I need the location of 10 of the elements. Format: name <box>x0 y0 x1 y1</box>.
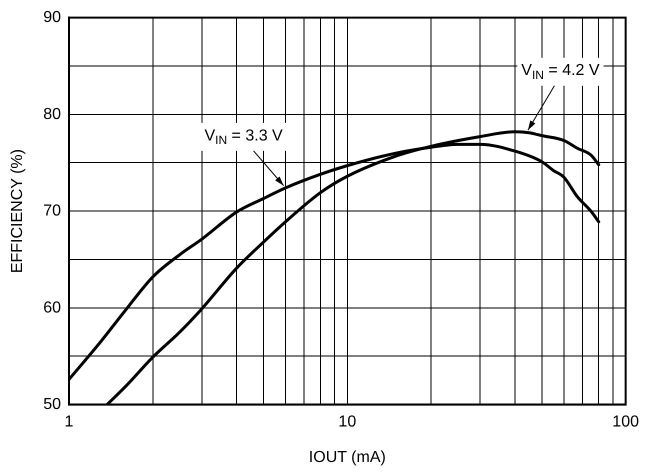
x-axis-title: IOUT (mA) <box>308 448 386 466</box>
y-tick-label: 80 <box>43 106 62 123</box>
y-tick-label: 70 <box>43 202 62 220</box>
x-tick-label: 10 <box>338 414 356 431</box>
x-tick-label: 1 <box>64 414 74 431</box>
x-tick-label: 100 <box>612 414 640 431</box>
y-tick-label: 90 <box>43 9 62 26</box>
y-axis-title: EFFICIENCY (%) <box>9 149 26 274</box>
y-tick-label: 60 <box>43 299 62 316</box>
y-tick-label: 50 <box>43 396 62 414</box>
